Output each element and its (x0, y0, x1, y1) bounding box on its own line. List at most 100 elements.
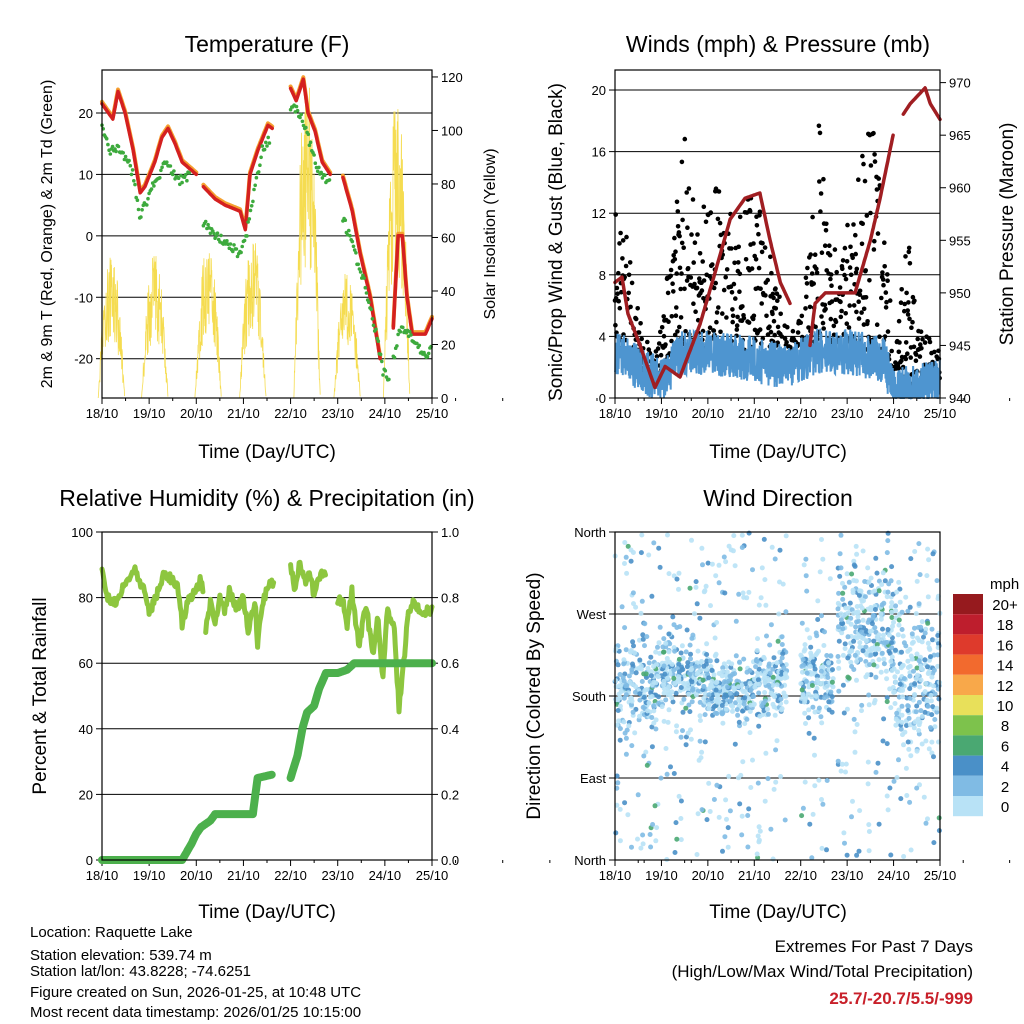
direction-point (907, 646, 913, 652)
gust-point (885, 329, 891, 334)
direction-point (623, 554, 629, 560)
direction-point (695, 688, 701, 694)
direction-point (663, 640, 669, 646)
direction-point (826, 667, 832, 673)
x-tick-label: 23/10 (831, 406, 864, 421)
gust-point (756, 265, 762, 271)
direction-point (686, 691, 691, 697)
direction-point (670, 699, 676, 705)
direction-point (695, 648, 701, 654)
direction-point (907, 673, 913, 679)
gust-point (663, 342, 668, 347)
gust-point (903, 356, 909, 362)
direction-point (779, 655, 785, 661)
gust-point (845, 222, 850, 228)
direction-point (617, 703, 623, 709)
gust-point (636, 330, 642, 335)
legend-swatch (953, 735, 983, 756)
gust-point (820, 320, 826, 326)
gust-point (818, 209, 823, 214)
direction-point (623, 683, 629, 689)
direction-point (860, 617, 866, 623)
direction-point (756, 723, 762, 729)
gust-point (851, 303, 857, 308)
direction-point (919, 639, 925, 645)
direction-point (688, 656, 693, 662)
dewpoint-point (170, 172, 175, 177)
direction-point (623, 692, 629, 698)
direction-point (783, 609, 789, 615)
direction-point (746, 696, 752, 701)
direction-point (921, 794, 927, 800)
gust-point (871, 130, 876, 136)
direction-point (884, 793, 890, 799)
direction-point (684, 664, 690, 670)
dewpoint-point (357, 267, 362, 271)
gust-point (759, 249, 765, 255)
gust-point (803, 306, 808, 311)
dewpoint-point (319, 170, 324, 175)
direction-point (735, 712, 741, 718)
gust-point (860, 153, 865, 159)
direction-point (868, 672, 874, 678)
humidity-xlabel: Time (Day/UTC) (198, 902, 336, 923)
gust-point (860, 221, 865, 226)
direction-point (874, 570, 880, 576)
y-tick-label: 8 (599, 268, 606, 283)
gust-point (701, 204, 707, 210)
direction-point (633, 670, 639, 676)
gust-point (773, 286, 778, 291)
direction-point (721, 661, 727, 667)
direction-point (665, 532, 670, 538)
gust-point (854, 309, 859, 315)
direction-point (664, 656, 670, 661)
direction-point (704, 817, 710, 823)
gust-point (838, 314, 844, 320)
direction-point (895, 669, 900, 675)
x-tick-label: 19/10 (133, 868, 166, 883)
winds-title: Winds (mph) & Pressure (mb) (626, 31, 930, 57)
direction-point (640, 636, 646, 642)
gust-point (721, 287, 727, 293)
direction-point (802, 642, 808, 648)
direction-point (814, 677, 820, 683)
direction-point (767, 670, 773, 676)
y-tick-label: 60 (79, 656, 93, 671)
gust-point (703, 219, 709, 225)
dewpoint-point (264, 140, 268, 145)
direction-point (704, 658, 710, 664)
gust-point (691, 301, 696, 307)
direction-point (865, 565, 871, 571)
legend-swatch (953, 634, 983, 655)
y-tick-label: East (580, 771, 606, 786)
y2-tick-label: 0.8 (441, 591, 459, 606)
y2-tick-label: 20 (441, 337, 455, 352)
y-tick-label: 20 (79, 106, 93, 121)
dewpoint-point (299, 112, 304, 117)
gust-point (857, 288, 863, 294)
gust-point (887, 298, 893, 303)
direction-point (913, 611, 919, 617)
direction-point (638, 550, 644, 556)
gust-point (811, 281, 816, 286)
direction-point (661, 636, 667, 642)
direction-point (651, 703, 657, 709)
direction-point (866, 579, 872, 585)
dewpoint-point (265, 144, 269, 148)
direction-point (884, 741, 890, 747)
gust-point (896, 349, 902, 355)
direction-point (625, 812, 631, 818)
dewpoint-point (251, 199, 255, 204)
dewpoint-point (343, 218, 348, 222)
gust-point (922, 340, 928, 345)
dewpoint-point (381, 373, 385, 377)
direction-point (876, 821, 882, 827)
direction-point (694, 671, 700, 677)
direction-point (617, 737, 623, 743)
direction-point (911, 725, 917, 731)
direction-point (807, 821, 813, 827)
direction-point (721, 554, 727, 560)
gust-point (918, 329, 924, 335)
direction-point (932, 691, 938, 697)
